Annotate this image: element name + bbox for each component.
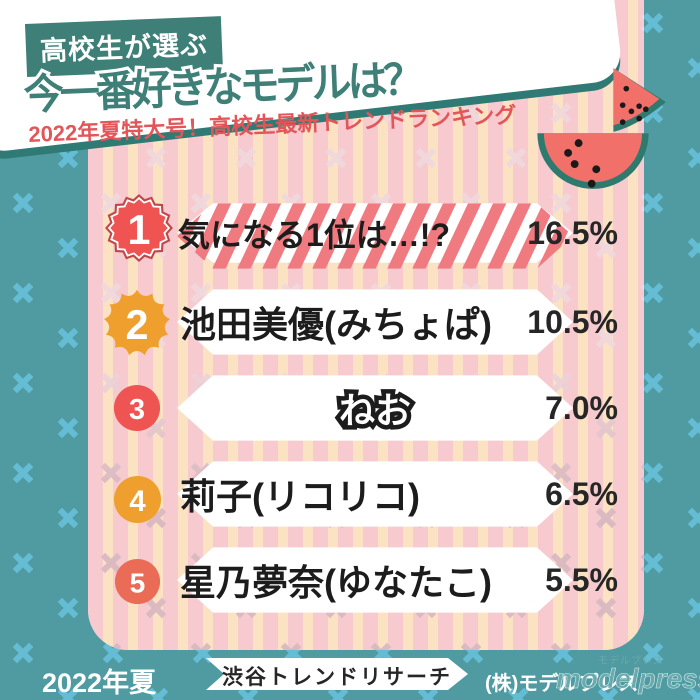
svg-text:1: 1: [128, 207, 151, 253]
svg-text:5: 5: [130, 566, 146, 598]
svg-text:2: 2: [126, 302, 149, 348]
svg-text:3: 3: [129, 394, 145, 426]
svg-text:4: 4: [129, 485, 146, 518]
